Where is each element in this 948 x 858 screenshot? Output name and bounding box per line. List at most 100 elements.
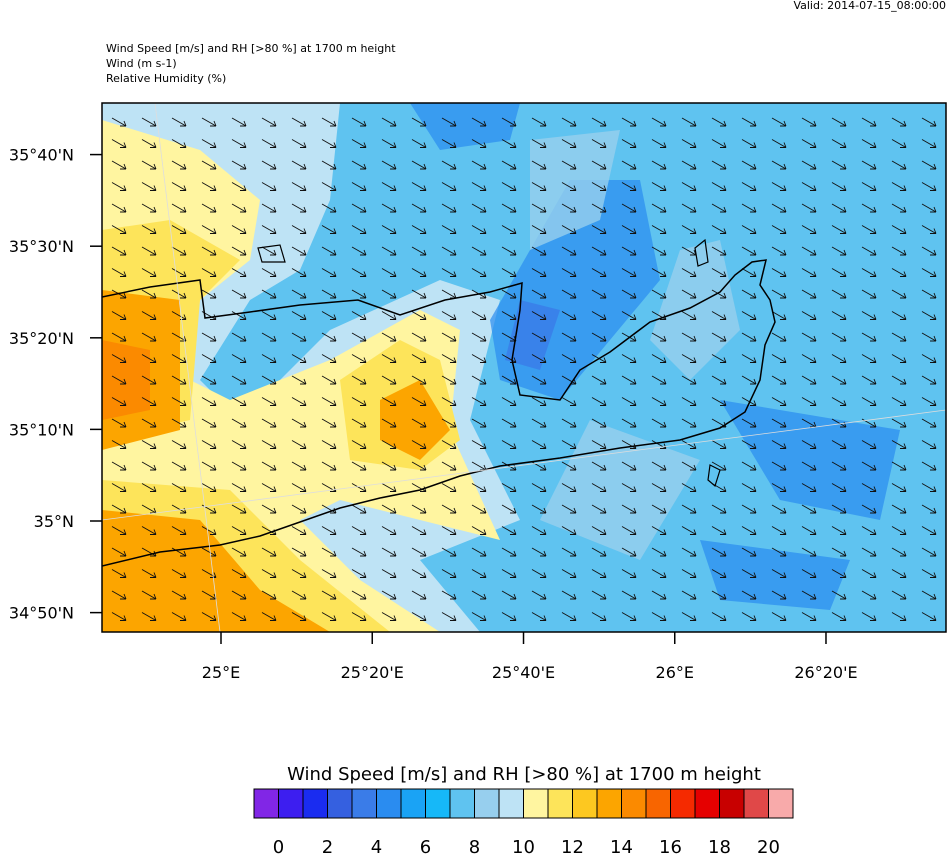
wind-arrow: [291, 311, 307, 320]
wind-arrow: [261, 139, 277, 148]
wind-arrow: [591, 418, 607, 428]
wind-arrow: [861, 461, 877, 471]
wind-arrow: [261, 483, 277, 492]
wind-arrow: [831, 117, 847, 127]
title: Wind Speed [m/s] and RH [>80 %] at 1700 …: [106, 42, 396, 55]
wind-arrow: [681, 504, 697, 514]
lat-label: 35°20'N: [9, 329, 74, 348]
wind-arrow: [681, 203, 697, 213]
colorbar-label: 20: [757, 837, 780, 854]
wind-arrow: [111, 461, 127, 471]
wind-arrow: [381, 483, 397, 492]
wind-arrow: [831, 547, 847, 557]
wind-arrow: [891, 547, 907, 557]
wind-arrow: [471, 569, 487, 578]
lat-label: 35°40'N: [9, 146, 74, 165]
wind-arrow: [411, 504, 427, 514]
wind-arrow: [321, 182, 337, 191]
wind-arrow: [711, 268, 727, 277]
wind-arrow: [531, 160, 547, 170]
wind-arrow: [681, 483, 697, 492]
wind-arrow: [861, 504, 877, 514]
wind-arrow: [471, 354, 487, 363]
wind-arrow: [861, 526, 877, 535]
wind-arrow: [501, 590, 517, 600]
wind-arrow: [861, 268, 877, 277]
wind-arrow: [861, 311, 877, 320]
wind-arrow: [681, 139, 697, 148]
wind-arrow: [771, 203, 787, 213]
colorbar-label: 8: [469, 837, 480, 854]
wind-arrow: [591, 461, 607, 471]
wind-arrow: [771, 225, 787, 234]
wind-arrow: [591, 225, 607, 234]
colorbar-box: [302, 788, 328, 819]
wind-arrow: [471, 311, 487, 320]
wind-arrow: [621, 504, 637, 514]
wind-arrow: [681, 590, 697, 600]
wind-arrow: [501, 225, 517, 234]
wind-arrow: [291, 117, 307, 127]
wind-arrow: [261, 160, 277, 170]
wind-arrow: [321, 246, 337, 256]
wind-arrow: [891, 225, 907, 234]
wind-arrow: [861, 225, 877, 234]
wind-arrow: [171, 182, 187, 191]
wind-arrow: [441, 332, 457, 342]
wind-arrow: [501, 246, 517, 256]
wind-arrow: [531, 332, 547, 342]
wind-arrow: [711, 160, 727, 170]
wind-arrow: [471, 268, 487, 277]
wind-arrow: [441, 440, 457, 449]
wind-arrow: [771, 461, 787, 471]
wind-arrow: [471, 526, 487, 535]
wind-arrow: [651, 182, 667, 191]
wind-arrow: [741, 203, 757, 213]
wind-arrow: [411, 375, 427, 385]
wind-arrow: [351, 160, 367, 170]
wind-arrow: [351, 117, 367, 127]
wind-arrow: [291, 182, 307, 191]
wind-arrow: [501, 483, 517, 492]
wind-arrow: [351, 461, 367, 471]
wind-arrow: [651, 160, 667, 170]
wind-arrow: [831, 612, 847, 621]
wind-arrow: [291, 354, 307, 363]
wind-arrow: [561, 440, 577, 449]
valid-time: Valid: 2014-07-15_08:00:00: [793, 0, 946, 12]
wind-arrow: [201, 526, 217, 535]
wind-arrow: [801, 569, 817, 578]
wind-arrow: [591, 117, 607, 127]
wind-arrow: [471, 547, 487, 557]
wind-arrow: [321, 440, 337, 449]
wind-arrow: [921, 461, 937, 471]
wind-arrow: [561, 332, 577, 342]
wind-arrow: [561, 160, 577, 170]
wind-arrow: [381, 139, 397, 148]
wind-arrow: [231, 461, 247, 471]
colorbar-box: [645, 788, 671, 819]
wind-arrow: [711, 332, 727, 342]
wind-arrow: [441, 117, 457, 127]
wind-arrow: [201, 440, 217, 449]
wind-arrow: [411, 182, 427, 191]
wind-arrow: [471, 375, 487, 385]
lat-label: 35°10'N: [9, 420, 74, 439]
wind-arrow: [681, 160, 697, 170]
wind-arrow: [891, 354, 907, 363]
colorbar-label: 14: [610, 837, 633, 854]
wind-arrow: [741, 332, 757, 342]
wind-arrow: [561, 225, 577, 234]
wind-arrow: [231, 139, 247, 148]
wind-arrow: [921, 117, 937, 127]
wind-arrow: [441, 504, 457, 514]
wind-arrow: [261, 117, 277, 127]
wind-arrow: [801, 332, 817, 342]
wind-arrow: [801, 397, 817, 406]
wind-arrow: [741, 160, 757, 170]
wind-arrow: [651, 203, 667, 213]
wind-arrow: [711, 225, 727, 234]
wind-arrow: [861, 289, 877, 299]
wind-arrow: [861, 139, 877, 148]
colorbar-box: [523, 788, 549, 819]
